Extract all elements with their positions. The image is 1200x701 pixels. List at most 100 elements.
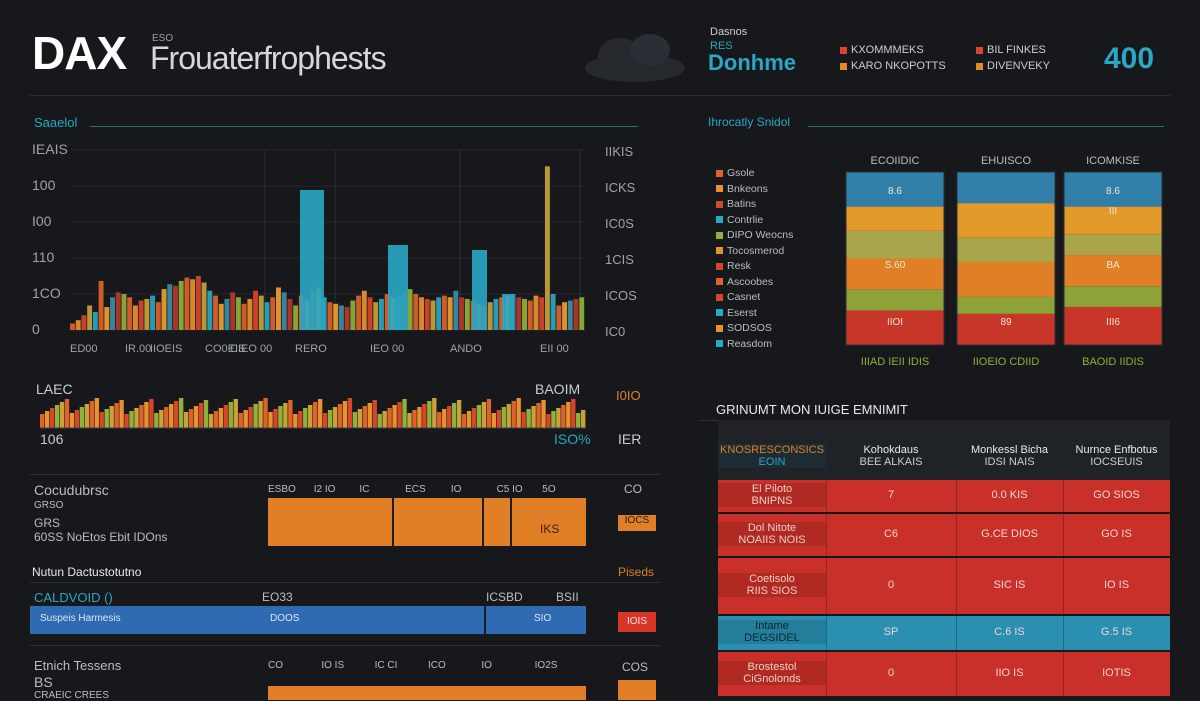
legend-label: Reasdom: [727, 337, 772, 350]
mini-bar-strip: LAEC BAOIM 106 ISO% I0IO IER: [36, 381, 641, 447]
x-axis-label: CO0EIS: [205, 343, 245, 355]
table-cell: Coetisolo RIIS SIOS: [718, 573, 826, 597]
mini-bar: [561, 405, 566, 428]
row1-sub3: 60SS NoEtos Ebit IDOns: [34, 530, 168, 544]
mini-bar: [159, 410, 164, 428]
tick-label: IC CI: [374, 660, 398, 671]
legend-label: Bnkeons: [727, 182, 768, 195]
stack-segment: [1064, 206, 1162, 235]
tick-label: IO IS: [321, 660, 345, 671]
mini-bar: [243, 410, 248, 428]
stack-segment: [957, 237, 1055, 262]
tick-label: ICO: [428, 660, 446, 671]
x-axis-label: IIOEIS: [150, 343, 182, 355]
legend-label: Gsole: [727, 167, 755, 179]
legend-label: DIPO Weocns: [727, 229, 794, 241]
stack-segment: [1064, 172, 1162, 207]
legend-label: KARO NKOPOTTS: [851, 60, 946, 72]
mini-bar: [581, 410, 586, 428]
legend-label: Contrlie: [727, 213, 764, 226]
table-cell: 0: [887, 579, 895, 591]
row1-bar: IKS: [268, 498, 586, 546]
mini-bar: [303, 408, 308, 428]
legend-swatch: [716, 247, 723, 255]
bar: [207, 290, 213, 330]
stack-segment: [846, 289, 944, 311]
bar: [110, 297, 115, 330]
table-cell: 0.0 KIS: [991, 489, 1028, 501]
bar: [522, 298, 527, 330]
mini-bar: [104, 409, 109, 428]
tick-label: IC: [359, 484, 370, 495]
mini-bar: [476, 405, 482, 428]
mini-bar: [94, 398, 99, 428]
y-axis-label: 110: [32, 249, 55, 265]
bar: [178, 280, 184, 330]
cell-divider: [826, 514, 827, 556]
y-axis-right-label: IC0: [605, 324, 625, 339]
mini-bar: [486, 399, 492, 428]
table-cell: Dol Nitote NOAIIS NOIS: [718, 522, 826, 546]
mini-bar: [89, 401, 94, 428]
bar: [98, 280, 104, 330]
bar: [407, 289, 413, 330]
table-cell: 0: [887, 667, 895, 679]
bar: [527, 300, 533, 330]
stack-segment: [957, 203, 1055, 238]
mini-bar: [84, 404, 90, 428]
cell-divider: [956, 652, 957, 696]
legend-swatch: [716, 293, 723, 301]
stack-legend-item: Contrlie: [716, 213, 836, 229]
divider: [30, 582, 660, 583]
mini-bar: [466, 411, 472, 428]
app-subtitle: Frouaterfrophests: [150, 40, 387, 76]
stack-category-label: ICOMKISE: [1086, 155, 1140, 167]
mini-bar: [283, 403, 288, 428]
data-table: KNOSRESCONSICS EOIN Kohokdaus BEE ALKAIS Mon…: [718, 420, 1170, 700]
x-axis-label: CIEO 00: [230, 343, 272, 355]
stack-segment: [846, 230, 944, 259]
row2-bar-mid: DOOS: [270, 613, 300, 624]
mini-bar: [511, 401, 516, 428]
table-cell: G.CE DIOS: [981, 528, 1038, 540]
mini-label-left-top: LAEC: [36, 381, 73, 397]
bar: [430, 300, 436, 330]
bar: [201, 282, 207, 330]
bar: [516, 297, 522, 330]
main-bar-chart: IEAIS 100 I00 110 1CO 0 IIKIS ICKS IC0S 1CIS ICOS I…: [32, 141, 637, 355]
mini-bar: [293, 414, 298, 428]
legend-swatch: [716, 309, 723, 317]
mini-bar: [327, 410, 333, 428]
bar: [441, 295, 447, 330]
bar: [184, 277, 190, 330]
cell-divider: [826, 558, 827, 614]
x-axis-label: IR.00: [125, 343, 151, 355]
mini-bar: [69, 413, 75, 428]
bar: [562, 302, 568, 330]
bar: [373, 302, 379, 330]
table-row: Intame DEGSIDEL SP C.6 IS G.5 IS: [718, 616, 1170, 650]
bar: [287, 298, 293, 330]
mini-bar: [79, 407, 85, 428]
stack-value-label: 8.6: [1106, 186, 1120, 197]
mini-bar: [169, 404, 174, 428]
legend-swatch: [716, 169, 723, 177]
bar: [453, 290, 459, 330]
table-cell: GO SIOS: [1093, 489, 1140, 501]
section2-right: Piseds: [618, 565, 655, 579]
mini-bar: [451, 403, 457, 428]
legend-label: Tocosmerod: [727, 244, 785, 257]
mini-bar: [223, 405, 229, 428]
stack-value-label: IIOI: [887, 317, 903, 328]
row2-tick2: ICSBD: [486, 590, 523, 604]
header-line: KNOSRESCONSICS: [720, 444, 824, 456]
row2-bar: Suspeis Harmesis DOOS SIO: [30, 606, 586, 634]
bar: [544, 166, 550, 330]
mini-bar: [119, 400, 124, 428]
bar: [253, 290, 259, 330]
mini-bar: [342, 401, 348, 428]
mini-bar: [541, 400, 546, 428]
bar: [121, 294, 127, 330]
bar: [436, 297, 442, 330]
mini-bar: [144, 402, 149, 428]
